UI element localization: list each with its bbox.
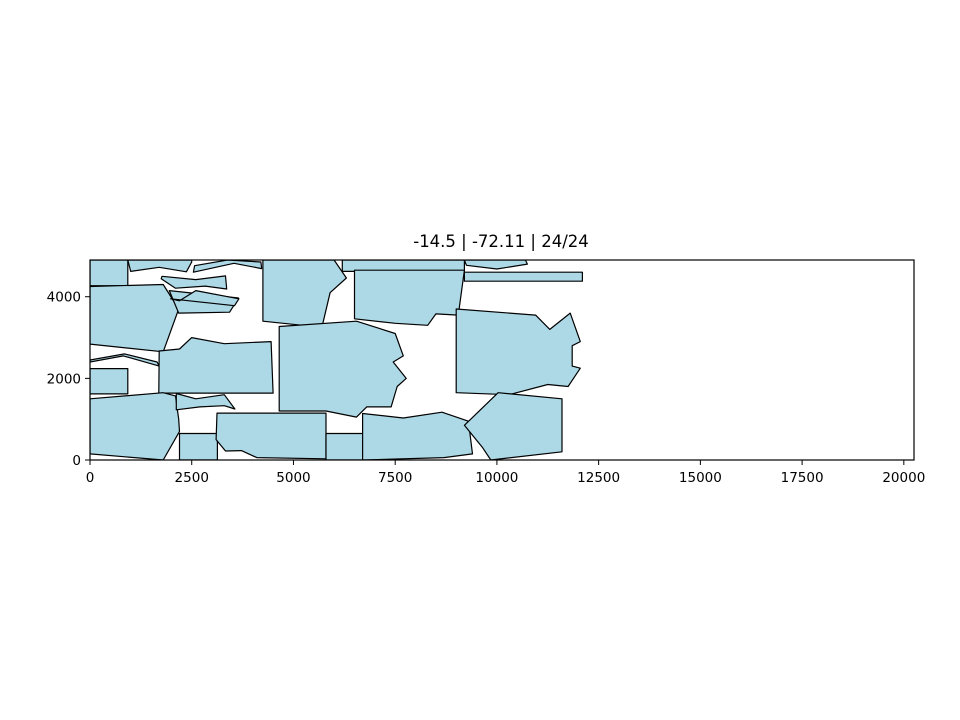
polygon-22: [325, 432, 364, 460]
y-tick-label: 4000: [47, 290, 81, 306]
polygon-18: [90, 392, 181, 460]
plot-frame: [89, 259, 915, 461]
y-tick-label: 0: [72, 453, 81, 469]
x-tick-label: 0: [86, 470, 95, 486]
polygon-7: [90, 283, 180, 353]
x-tick-label: 20000: [882, 470, 925, 486]
x-tick-label: 5000: [276, 470, 310, 486]
polygon-23: [362, 411, 474, 460]
polygon-20: [178, 432, 218, 460]
polygon-24: [463, 392, 563, 460]
polygon-8: [160, 275, 228, 290]
polygon-15: [158, 337, 274, 394]
polygon-19: [175, 392, 236, 411]
polygon-16: [278, 320, 407, 418]
x-tick-label: 2500: [175, 470, 209, 486]
polygon-21: [215, 412, 327, 460]
chart-title: -14.5 | -72.11 | 24/24: [413, 232, 589, 251]
x-tick-label: 7500: [378, 470, 412, 486]
polygon-1: [90, 260, 129, 287]
y-axis: 0 2000 4000: [47, 290, 90, 469]
polygon-9: [463, 271, 584, 282]
polygon-3: [192, 260, 263, 273]
polygon-14: [90, 368, 129, 395]
x-tick-label: 10000: [475, 470, 518, 486]
polygon-13: [90, 353, 160, 367]
x-tick-label: 15000: [679, 470, 722, 486]
polygon-11: [170, 290, 240, 307]
y-tick-label: 2000: [47, 371, 81, 387]
x-axis: 0 2500 5000 7500 10000 12500 15000 17500 20000: [86, 460, 925, 486]
polygon-17: [455, 308, 581, 396]
polygon-12: [353, 269, 465, 326]
polygon-4: [262, 260, 347, 328]
x-tick-label: 17500: [781, 470, 824, 486]
polygon-6: [463, 260, 529, 270]
x-tick-label: 12500: [577, 470, 620, 486]
polygon-layer: [90, 260, 584, 460]
polygon-2: [127, 260, 193, 273]
